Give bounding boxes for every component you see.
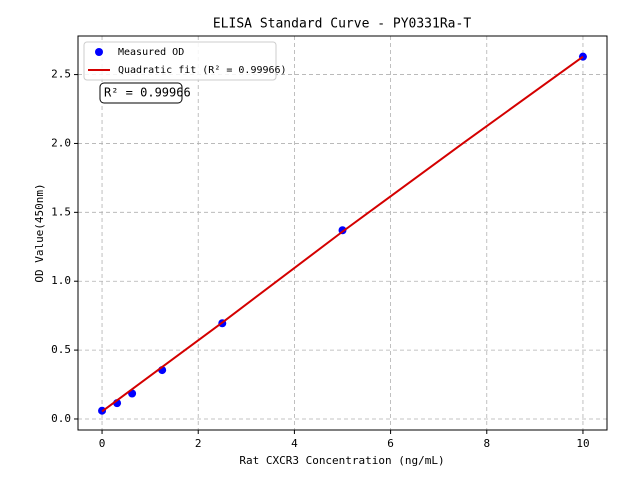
x-tick-label: 4 [291, 437, 298, 450]
legend-label: Measured OD [118, 47, 184, 58]
y-tick-label: 1.5 [51, 205, 71, 218]
annotation-box [99, 82, 183, 104]
x-tick-label: 6 [387, 437, 394, 450]
chart-title: ELISA Standard Curve - PY0331Ra-T [213, 17, 471, 32]
annotation: R² = 0.99966 [104, 86, 191, 100]
legend-label: Quadratic fit (R² = 0.99966) [118, 65, 287, 76]
y-tick-label: 2.0 [51, 136, 71, 149]
x-tick-label: 10 [576, 437, 589, 450]
x-tick-label: 0 [99, 437, 106, 450]
fit-line [101, 55, 584, 413]
y-tick-label: 0.0 [51, 412, 71, 425]
plot-frame [77, 35, 608, 431]
x-axis-label: Rat CXCR3 Concentration (ng/mL) [239, 454, 444, 467]
x-tick-label: 8 [483, 437, 490, 450]
y-tick-label: 2.5 [51, 68, 71, 81]
x-tick-label: 2 [195, 437, 202, 450]
legend-marker [95, 48, 103, 56]
y-tick-label: 1.0 [51, 274, 71, 287]
y-tick-label: 0.5 [51, 343, 71, 356]
y-axis-label: OD Value(450nm) [33, 183, 46, 282]
legend-box [83, 41, 277, 81]
